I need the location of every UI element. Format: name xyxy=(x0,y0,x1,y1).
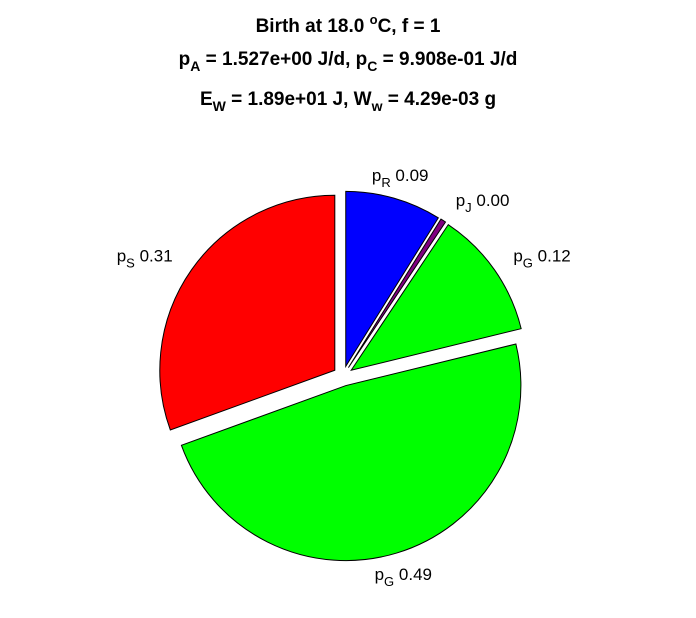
title-line-2: pA = 1.527e+00 J/d, pC = 9.908e-01 J/d xyxy=(179,49,518,74)
slice-label-1: pR 0.09 xyxy=(372,166,429,190)
pie-slice-pg-4 xyxy=(180,343,522,562)
slice-label-4: pG 0.49 xyxy=(375,565,432,589)
pie-slice-pr-1 xyxy=(345,190,439,369)
pie-slices xyxy=(159,190,522,562)
pie-slice-pj-2 xyxy=(347,218,447,368)
slice-label-3: pG 0.12 xyxy=(513,247,570,271)
slice-label-5: pS 0.31 xyxy=(117,247,173,271)
title-line-3: EW = 1.89e+01 J, Ww = 4.29e-03 g xyxy=(200,89,496,114)
slice-labels: pR 0.09 pJ 0.00 pG 0.12 pG 0.49 pS 0.31 xyxy=(117,166,571,589)
chart-title: Birth at 18.0 oC, f = 1 pA = 1.527e+00 J/… xyxy=(179,12,518,114)
title-line-1: Birth at 18.0 oC, f = 1 xyxy=(256,12,441,37)
pie-slice-ps-5 xyxy=(159,194,336,431)
pie-slice-pg-3 xyxy=(350,223,522,372)
slice-label-2: pJ 0.00 xyxy=(456,191,510,215)
